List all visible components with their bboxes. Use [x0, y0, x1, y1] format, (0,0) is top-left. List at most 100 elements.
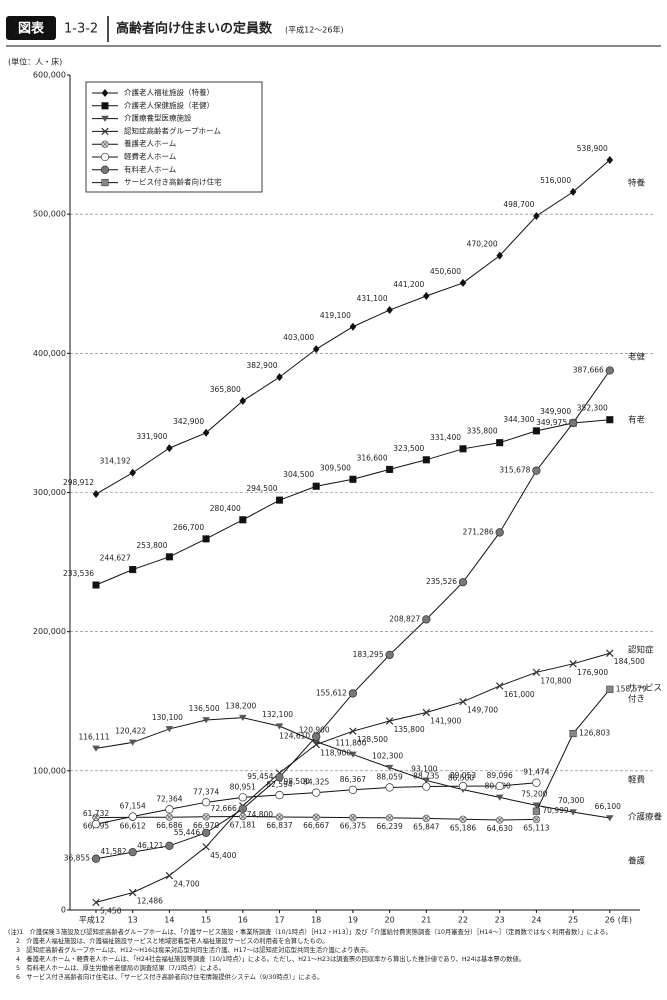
marker	[386, 465, 394, 473]
marker	[275, 773, 284, 782]
data-label: 95,454	[247, 772, 273, 781]
data-label: 88,735	[413, 772, 439, 781]
marker	[349, 322, 357, 331]
marker	[385, 717, 394, 725]
end-label: 介護療養	[628, 812, 663, 823]
marker	[533, 211, 540, 220]
marker	[92, 813, 100, 822]
data-label: 184,500	[614, 657, 645, 666]
badge: 図表	[18, 21, 45, 37]
data-label: 126,803	[579, 729, 610, 738]
data-label: 70,300	[558, 796, 584, 805]
data-label: 65,113	[523, 823, 549, 832]
note-text: 6 サービス付き高齢者向け住宅は、「サービス付き高齢者向け住宅情報提供システム（…	[16, 974, 324, 981]
data-label: 66,686	[156, 821, 182, 830]
marker	[202, 843, 210, 851]
marker	[202, 717, 210, 724]
data-label: 61,732	[83, 809, 109, 818]
legend-label: 養護老人ホーム	[124, 138, 176, 148]
marker	[532, 802, 541, 809]
data-label: 70,999	[542, 806, 568, 815]
marker	[458, 781, 468, 791]
marker	[532, 807, 540, 815]
marker	[459, 445, 467, 453]
data-label: 387,666	[573, 365, 604, 374]
data-label: 66,375	[340, 822, 366, 831]
data-label: 124,610	[279, 732, 310, 741]
data-label: 516,000	[540, 176, 571, 185]
data-label: 135,800	[394, 725, 425, 734]
data-label: 86,367	[340, 775, 366, 784]
note: 3 認知症高齢者グループホームは、H12〜H16は痴呆対応型共同生活介護、H17…	[8, 946, 663, 955]
marker	[239, 714, 247, 721]
data-label: 65,847	[413, 822, 439, 831]
marker	[202, 813, 210, 821]
data-label: 382,900	[246, 361, 277, 370]
marker	[495, 528, 504, 537]
legend-label: 介護老人保健施設（老健）	[124, 100, 214, 110]
data-label: 271,286	[463, 527, 494, 536]
marker	[532, 815, 541, 824]
marker	[128, 888, 137, 897]
marker	[459, 278, 467, 287]
marker	[605, 366, 614, 375]
data-label: 176,900	[577, 668, 608, 677]
x-tick-label: 平成12	[79, 915, 105, 925]
legend-label: 介護老人福祉施設（特養）	[124, 87, 214, 97]
marker	[349, 727, 357, 735]
data-label: 88,059	[376, 772, 402, 781]
marker	[569, 660, 577, 668]
x-tick-label: 22	[458, 916, 468, 925]
legend-box	[85, 81, 263, 193]
marker	[349, 751, 357, 758]
marker	[101, 115, 109, 122]
chart: 図表 1-3-2 高齢者向け住まいの定員数 (平成12〜26年) (単位：人・床…	[6, 16, 663, 925]
data-label: 266,700	[173, 523, 204, 532]
x-tick-label: 16	[238, 916, 248, 925]
data-label: 170,800	[540, 676, 571, 685]
y-tick-label: 300,000	[33, 488, 66, 497]
marker	[275, 496, 284, 504]
note: 2 介護老人福祉施設は、介護福祉施設サービスと地域密着型老人福祉施設サービスの利…	[8, 937, 663, 946]
data-label: 102,300	[372, 752, 403, 761]
x-tick-label: 18	[311, 916, 321, 925]
data-label: 450,600	[430, 267, 461, 276]
legend: 介護老人福祉施設（特養） 介護老人保健施設（老健） 介護療養型医療施設認知症高齢者グ…	[85, 81, 263, 193]
y-tick-label: 600,000	[33, 71, 66, 80]
end-label: 軽費	[628, 775, 646, 786]
data-label: 233,536	[63, 569, 94, 578]
marker	[239, 516, 247, 524]
data-label: 280,400	[210, 504, 241, 513]
marker	[129, 566, 137, 574]
data-label: 120,900	[299, 726, 330, 735]
note-text: 1 介護保険３施設及び認知症高齢者グループホームは、「介護サービス施設・事業所調…	[19, 929, 612, 936]
x-tick-label: 14	[164, 916, 174, 925]
marker	[165, 553, 173, 561]
data-label: 67,154	[120, 802, 146, 811]
marker	[459, 697, 467, 706]
data-label: 314,192	[100, 457, 131, 466]
x-tick-label: 15	[201, 916, 211, 925]
marker	[91, 854, 101, 863]
note: 4 養護老人ホーム・軽費老人ホームは、「H24社会福祉施設等調査（10/1時点）…	[8, 955, 663, 964]
data-label: 41,582	[100, 847, 126, 856]
marker	[422, 456, 430, 464]
note-text: 2 介護老人福祉施設は、介護福祉施設サービスと地域密着型老人福祉施設サービスの利…	[16, 938, 329, 945]
marker	[422, 814, 431, 822]
data-label: 89,053	[450, 771, 476, 780]
data-label: 66,667	[303, 821, 329, 830]
marker	[312, 732, 321, 741]
marker	[165, 841, 174, 850]
marker	[422, 708, 431, 717]
marker	[312, 345, 320, 354]
note-text: 4 養護老人ホーム・軽費老人ホームは、「H24社会福祉施設等調査（10/1時点）…	[16, 956, 526, 963]
x-tick-label: 17	[274, 916, 284, 925]
data-label: 91,474	[523, 768, 549, 777]
end-label: 養護	[628, 856, 646, 867]
marker	[606, 815, 614, 822]
data-label: 66,612	[120, 821, 146, 830]
data-label: 158,579	[616, 684, 647, 693]
marker	[349, 814, 357, 822]
marker	[496, 816, 504, 824]
